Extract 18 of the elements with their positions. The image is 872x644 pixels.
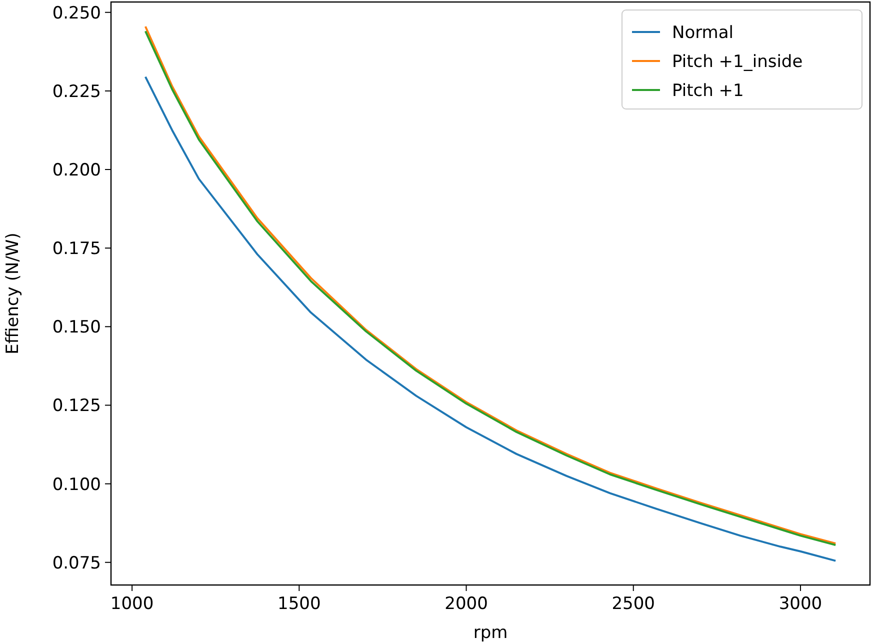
y-tick-label: 0.175: [52, 239, 101, 260]
x-tick-label: 2500: [612, 594, 656, 614]
x-tick-label: 1500: [278, 594, 321, 614]
y-tick-label: 0.100: [52, 474, 101, 495]
y-tick-label: 0.250: [52, 3, 101, 24]
x-tick-label: 3000: [778, 594, 822, 614]
y-tick-label: 0.150: [52, 318, 101, 338]
y-tick-label: 0.225: [52, 82, 101, 102]
y-axis-title: Effiency (N/W): [3, 232, 23, 354]
y-tick-label: 0.075: [52, 553, 101, 574]
legend-label: Normal: [672, 23, 734, 43]
x-axis-title: rpm: [473, 623, 508, 643]
legend-label: Pitch +1_inside: [672, 52, 803, 72]
y-tick-label: 0.200: [52, 160, 101, 181]
y-tick-label: 0.125: [52, 396, 101, 416]
x-tick-label: 1000: [110, 594, 154, 614]
x-tick-label: 2000: [444, 594, 488, 614]
legend-label: Pitch +1: [672, 81, 744, 101]
